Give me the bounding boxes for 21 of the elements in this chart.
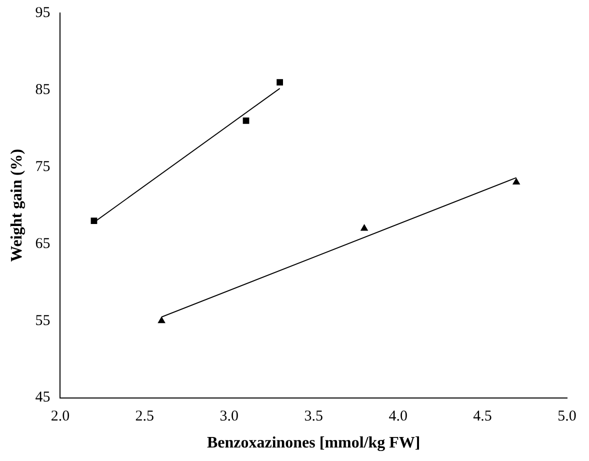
point [360, 224, 368, 231]
x-tick-label: 5.0 [558, 408, 576, 425]
point [242, 118, 250, 124]
x-tick-label: 4.5 [473, 408, 492, 425]
x-tick-label: 2.0 [50, 408, 70, 425]
y-axis-title: Weight gain (%) [8, 148, 26, 262]
y-tick-label: 55 [35, 312, 50, 329]
x-tick-label: 3.0 [220, 408, 239, 425]
x-axis-title: Benzoxazinones [mmol/kg FW] [206, 434, 420, 452]
point [512, 178, 520, 185]
point [158, 316, 166, 324]
point [276, 79, 283, 86]
y-tick-label: 65 [35, 236, 50, 252]
y-tick-label: 45 [35, 390, 50, 406]
y-tick-label: 85 [35, 82, 50, 98]
point [90, 218, 98, 224]
x-tick-label: 3.5 [304, 408, 323, 425]
x-tick-label: 2.5 [135, 408, 154, 425]
y-tick-label: 75 [35, 158, 50, 175]
x-tick-label: 4.0 [388, 408, 408, 425]
y-tick-label: 95 [35, 4, 50, 21]
